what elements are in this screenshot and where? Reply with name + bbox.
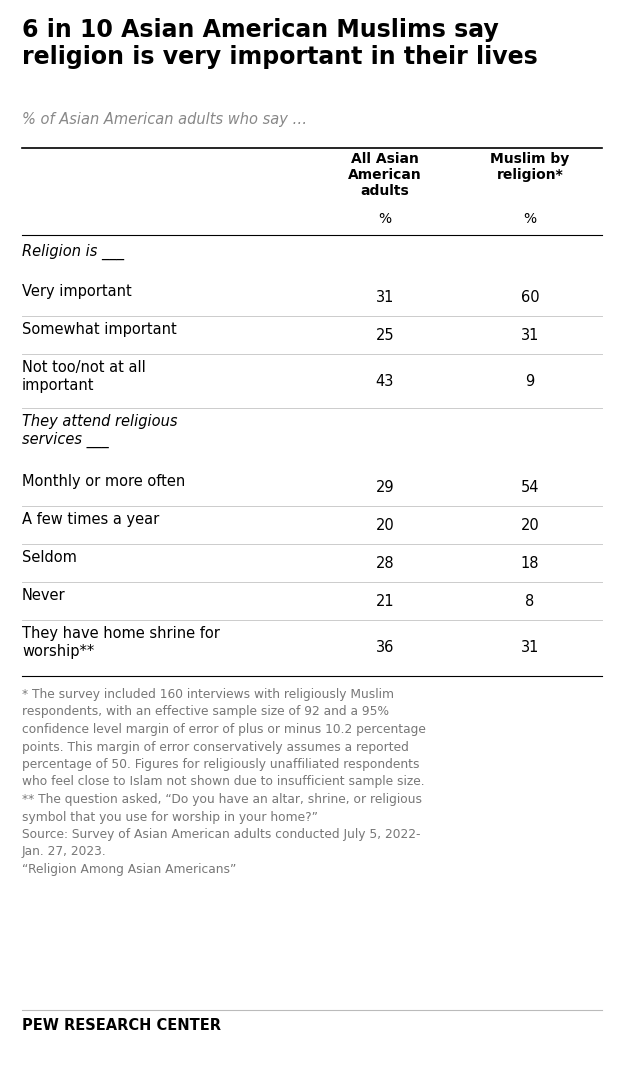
Text: Religion is ___: Religion is ___ [22, 244, 124, 260]
Text: 18: 18 [521, 555, 539, 570]
Text: 9: 9 [525, 373, 534, 388]
Text: 21: 21 [376, 594, 394, 609]
Text: 60: 60 [521, 289, 539, 305]
Text: %: % [378, 212, 392, 226]
Text: 25: 25 [376, 327, 394, 342]
Text: 36: 36 [376, 640, 394, 655]
Text: 6 in 10 Asian American Muslims say
religion is very important in their lives: 6 in 10 Asian American Muslims say relig… [22, 18, 538, 69]
Text: 43: 43 [376, 373, 394, 388]
Text: 31: 31 [521, 327, 539, 342]
Text: 8: 8 [525, 594, 534, 609]
Text: 20: 20 [521, 518, 539, 533]
Text: 31: 31 [376, 289, 394, 305]
Text: Monthly or more often: Monthly or more often [22, 475, 185, 489]
Text: Somewhat important: Somewhat important [22, 322, 177, 337]
Text: 20: 20 [376, 518, 394, 533]
Text: Muslim by
religion*: Muslim by religion* [490, 152, 570, 182]
Text: 29: 29 [376, 480, 394, 495]
Text: They have home shrine for
worship**: They have home shrine for worship** [22, 626, 220, 659]
Text: Not too/not at all
important: Not too/not at all important [22, 360, 146, 393]
Text: 31: 31 [521, 640, 539, 655]
Text: All Asian
American
adults: All Asian American adults [348, 152, 422, 198]
Text: * The survey included 160 interviews with religiously Muslim
respondents, with a: * The survey included 160 interviews wit… [22, 688, 426, 876]
Text: %: % [523, 212, 536, 226]
Text: Never: Never [22, 587, 66, 603]
Text: 54: 54 [521, 480, 539, 495]
Text: They attend religious
services ___: They attend religious services ___ [22, 414, 177, 449]
Text: Very important: Very important [22, 284, 131, 299]
Text: Seldom: Seldom [22, 550, 77, 565]
Text: PEW RESEARCH CENTER: PEW RESEARCH CENTER [22, 1018, 221, 1033]
Text: 28: 28 [376, 555, 394, 570]
Text: A few times a year: A few times a year [22, 512, 159, 527]
Text: % of Asian American adults who say …: % of Asian American adults who say … [22, 112, 307, 127]
